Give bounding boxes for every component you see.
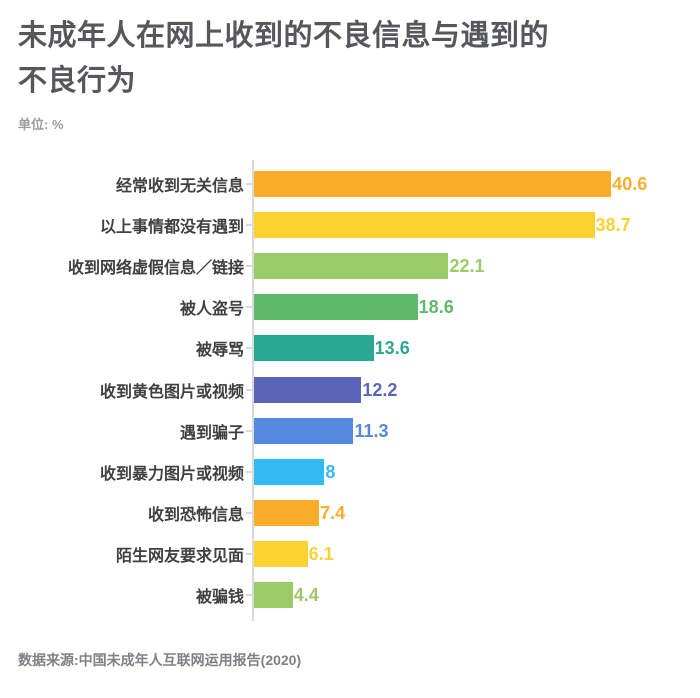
bar [254,335,374,362]
axis-tick-mark [246,512,253,515]
bar-row: 陌生网友要求见面 6.1 [0,534,700,575]
page-title: 未成年人在网上收到的不良信息与遇到的 不良行为 [18,14,682,104]
bar-value-label: 11.3 [354,420,389,441]
category-label: 收到恐怖信息 [147,507,244,525]
axis-tick-mark [246,594,253,597]
axis-tick-mark [246,306,253,309]
bar-track: 22.1 [246,252,700,279]
category-label: 收到网络虚假信息／链接 [67,259,244,277]
bar-track: 12.2 [246,376,700,403]
title-line-2: 不良行为 [18,65,137,97]
unit-label: 单位: % [18,117,64,132]
axis-tick-mark [246,223,253,226]
axis-tick-mark [246,347,253,350]
axis-tick-mark [246,553,253,556]
bar-row: 被人盗号 18.6 [0,287,700,328]
bar-row: 被骗钱 4.4 [0,575,700,616]
bar-track: 4.4 [246,582,700,609]
bar-value-label: 18.6 [418,297,454,318]
bar-value-label: 12.2 [362,379,398,400]
bar-value-label: 4.4 [293,585,319,606]
bar-track: 38.7 [246,211,700,238]
bar-value-label: 40.6 [612,173,648,194]
bar-track: 8 [246,458,700,485]
bar-value-label: 7.4 [320,503,346,524]
bar [254,252,449,279]
bar-row: 收到暴力图片或视频 8 [0,451,700,492]
bar [254,541,308,568]
bar [254,417,354,444]
bar-row: 收到恐怖信息 7.4 [0,493,700,534]
bar-chart: 经常收到无关信息 40.6 以上事情都没有遇到 38.7 收到网络虚假信息／链接… [0,160,700,622]
bar-row: 收到黄色图片或视频 12.2 [0,369,700,410]
bar-value-label: 8 [325,461,336,482]
category-label: 陌生网友要求见面 [115,548,244,566]
y-axis-line [252,160,254,622]
category-label: 被骗钱 [195,589,244,607]
category-label: 收到黄色图片或视频 [99,383,244,401]
bar-value-label: 13.6 [374,338,410,359]
bar-rows: 经常收到无关信息 40.6 以上事情都没有遇到 38.7 收到网络虚假信息／链接… [0,163,700,616]
category-label: 被人盗号 [179,301,244,319]
bar-track: 11.3 [246,417,700,444]
category-label: 遇到骗子 [179,424,244,442]
category-label: 被辱骂 [195,342,244,360]
bar [254,376,362,403]
category-label: 收到暴力图片或视频 [99,465,244,483]
bar-row: 遇到骗子 11.3 [0,410,700,451]
bar [254,458,325,485]
axis-tick-mark [246,429,253,432]
bar [254,170,612,197]
bar-row: 收到网络虚假信息／链接 22.1 [0,245,700,286]
axis-tick-mark [246,388,253,391]
bar-track: 40.6 [246,170,700,197]
axis-tick-mark [246,470,253,473]
title-line-1: 未成年人在网上收到的不良信息与遇到的 [18,20,550,52]
bar-value-label: 6.1 [308,544,334,565]
bar [254,582,293,609]
bar-value-label: 22.1 [449,255,485,276]
bar-row: 以上事情都没有遇到 38.7 [0,204,700,245]
bar [254,211,595,238]
axis-tick-mark [246,264,253,267]
axis-tick-mark [246,182,253,185]
bar-track: 7.4 [246,500,700,527]
chart-page: 未成年人在网上收到的不良信息与遇到的 不良行为 单位: % 经常收到无关信息 4… [0,14,700,698]
data-source: 数据来源:中国未成年人互联网运用报告(2020) [18,652,302,669]
bar-track: 13.6 [246,335,700,362]
bar-row: 被辱骂 13.6 [0,328,700,369]
bar-value-label: 38.7 [595,214,631,235]
bar-row: 经常收到无关信息 40.6 [0,163,700,204]
bar [254,294,418,321]
bar [254,500,320,527]
bar-track: 18.6 [246,294,700,321]
category-label: 以上事情都没有遇到 [99,218,244,236]
bar-track: 6.1 [246,541,700,568]
category-label: 经常收到无关信息 [115,177,244,195]
